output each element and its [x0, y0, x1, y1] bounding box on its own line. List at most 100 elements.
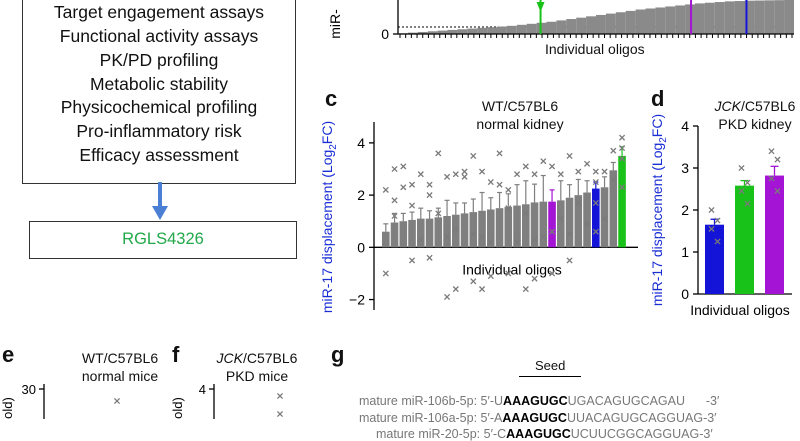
chart-d-subtitle: PKD kidney — [718, 116, 792, 132]
chart-c-bar — [408, 219, 416, 248]
chart-b-bar — [665, 6, 676, 35]
panel-f-label: f — [172, 342, 180, 367]
chart-c-point — [505, 270, 512, 277]
chart-c: miR-17 displacement (Log2FC) −2 0 2 4 Individ… — [320, 121, 638, 313]
chart-b-bar — [605, 13, 616, 34]
chart-c-point — [548, 228, 556, 235]
chart-c-point — [426, 181, 433, 188]
result-label: RGLS4326 — [122, 230, 204, 248]
chart-b: miR- 0 — [330, 0, 794, 42]
chart-e-point — [113, 397, 121, 405]
chart-d-title-rest: /C57BL6 — [740, 98, 796, 114]
chart-c-point — [426, 254, 433, 261]
chart-e: old) 30 — [0, 382, 121, 419]
chart-c-point — [513, 171, 521, 178]
chart-c-title: WT/C57BL6 — [481, 98, 559, 114]
chart-f-ytick-label: 4 — [199, 382, 206, 397]
seed-label: Seed — [535, 358, 566, 373]
chart-c-point — [592, 168, 599, 175]
chart-c-point — [522, 210, 529, 217]
chart-f: old) 4 — [170, 382, 284, 419]
chart-c-point — [540, 233, 547, 240]
chart-d-point — [744, 179, 751, 186]
chart-e-ylabel: old) — [0, 397, 15, 419]
chart-c-bar — [565, 197, 574, 248]
chart-c-point — [601, 215, 608, 222]
chart-c-point — [505, 186, 512, 193]
chart-c-point — [592, 199, 599, 207]
chart-c-point — [548, 270, 556, 277]
chart-c-point — [452, 286, 459, 293]
chart-c-point — [513, 239, 521, 246]
chart-b-bar — [645, 8, 656, 34]
chart-c-point — [618, 184, 626, 191]
chart-c-point — [461, 168, 468, 175]
chart-e-title: WT/C57BL6 — [81, 350, 159, 366]
step-physicochemical: Physicochemical profiling — [60, 97, 258, 117]
chart-d-ytick-label: 0 — [681, 286, 689, 302]
chart-b-bar — [556, 20, 567, 34]
chart-c-point — [487, 239, 494, 246]
chart-c-bar — [513, 205, 521, 248]
chart-c-point — [487, 272, 494, 280]
chart-c-point — [408, 181, 416, 188]
chart-d: miR-17 displacement (Log2FC) 0 1 2 3 4 Individ… — [650, 114, 792, 318]
step-efficacy: Efficacy assessment — [79, 145, 239, 165]
chart-c-bar — [592, 188, 600, 248]
chart-c-point — [583, 220, 591, 227]
chart-c-bar — [425, 218, 434, 248]
seq-row-106b: mature miR-106b-5p: 5′-UAAAGUGCUGACAGUGC… — [352, 380, 719, 408]
chart-c-bar — [443, 216, 451, 248]
chart-c-point — [470, 278, 477, 285]
chart-b-bar — [487, 27, 497, 34]
chart-c-point — [601, 168, 608, 175]
chart-b-highlight-arrow — [536, 2, 545, 12]
chart-c-point — [575, 199, 582, 207]
chart-c-bar — [530, 202, 539, 248]
chart-b-bar — [744, 0, 755, 34]
chart-c-bar — [478, 210, 486, 248]
chart-d-point — [738, 164, 745, 172]
chart-c-point — [505, 205, 512, 212]
chart-c-point — [443, 293, 451, 301]
chart-b-bar — [516, 24, 527, 34]
chart-c-ytick-label: −2 — [349, 292, 365, 308]
step-target-engagement: Target engagement assays — [53, 2, 265, 22]
chart-d-point — [708, 206, 715, 214]
chart-d-xlabel: Individual oligos — [690, 302, 790, 318]
chart-c-point — [391, 212, 398, 220]
chart-b-bar — [546, 21, 557, 34]
result-box: RGLS4326 — [29, 221, 297, 259]
chart-d-bar — [765, 175, 784, 294]
chart-c-point — [496, 181, 503, 188]
chart-c-bar — [557, 200, 565, 248]
chart-c-point — [531, 275, 538, 282]
chart-c-bar — [539, 201, 548, 248]
chart-c-bar — [452, 214, 460, 248]
chart-c-point — [391, 197, 398, 204]
chart-d-bar — [735, 185, 754, 294]
chart-c-bar — [390, 222, 399, 248]
chart-c-point — [426, 192, 433, 199]
chart-b-bar — [784, 0, 794, 34]
step-functional-activity: Functional activity assays — [59, 26, 259, 46]
chart-b-bar — [596, 14, 606, 35]
chart-b-bar — [506, 25, 517, 34]
chart-d-ylabel: miR-17 displacement (Log2FC) — [650, 114, 669, 306]
chart-c-point — [408, 202, 416, 209]
chart-b-bar — [655, 7, 666, 35]
chart-b-xlabel: Individual oligos — [545, 41, 645, 57]
chart-e-ytick-label: 30 — [22, 382, 36, 397]
chart-c-point — [540, 158, 547, 165]
chart-c-point — [618, 155, 626, 162]
chart-c-point — [522, 286, 529, 293]
chart-c-bar — [522, 204, 530, 248]
chart-b-bar — [695, 3, 705, 35]
assay-cascade-box: Target engagement assays Functional acti… — [22, 0, 296, 184]
chart-b-bar — [586, 16, 596, 34]
chart-c-point — [575, 168, 582, 175]
chart-f-point — [276, 392, 284, 400]
chart-c-bar — [399, 221, 408, 248]
chart-c-point — [557, 171, 564, 178]
chart-c-ylabel: miR-17 displacement (Log2FC) — [320, 121, 339, 313]
